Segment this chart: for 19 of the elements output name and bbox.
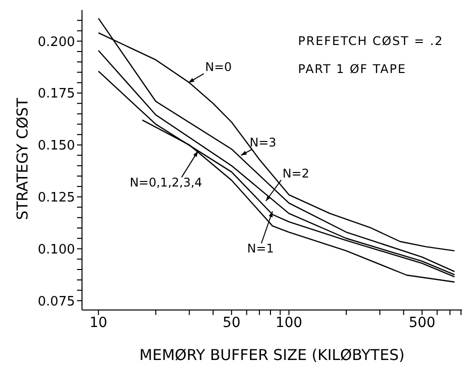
y-tick-label: 0.150 [38,138,75,154]
annotation: N=1 [247,242,274,256]
x-tick-label: 10 [90,314,108,331]
annotation: N=0 [205,60,232,74]
annotation: N=2 [282,166,310,180]
annotation: PREFETCH CØST = .2 [298,34,444,48]
annotation: N=3 [250,136,276,150]
x-tick-label: 50 [222,314,240,331]
x-tick-label: 500 [408,314,436,331]
y-tick-label: 0.175 [38,86,75,102]
x-axis-title: MEMØRY BUFFER SIZE (KILØBYTES) [139,346,405,364]
y-axis-title: STRATEGY CØST [13,97,32,220]
y-tick-label: 0.125 [38,190,75,206]
annotation: N=0,1,2,3,4 [130,175,202,190]
y-tick-label: 0.100 [38,242,75,258]
y-tick-label: 0.200 [38,34,75,50]
x-tick-label: 100 [276,314,302,331]
annotation: PART 1 ØF TAPE [298,62,406,76]
y-tick-label: 0.075 [38,294,75,310]
